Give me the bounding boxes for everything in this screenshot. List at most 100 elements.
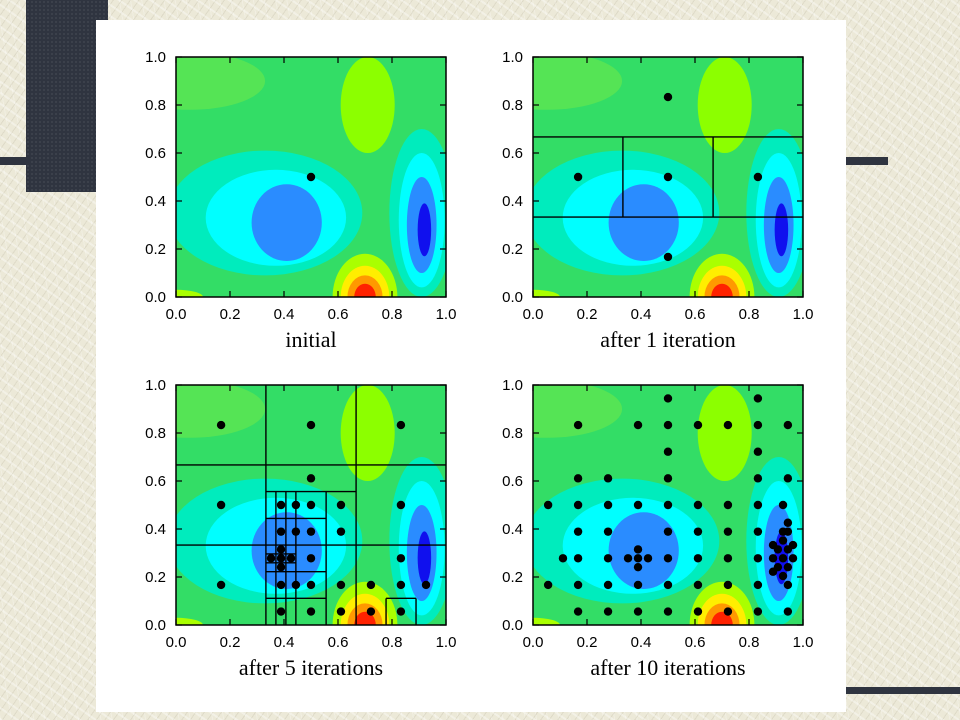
sample-point (633, 562, 643, 572)
y-tick-label: 0.6 (145, 473, 166, 490)
x-tick-label: 0.2 (577, 306, 598, 323)
y-tick-label: 1.0 (145, 49, 166, 66)
sample-point (336, 580, 346, 590)
sample-point (768, 567, 778, 576)
sample-point (306, 527, 316, 536)
footer-rule (846, 687, 960, 694)
sample-point (693, 554, 703, 563)
sample-point (723, 554, 733, 563)
x-tick-label: 1.0 (436, 634, 457, 651)
sample-point (276, 500, 286, 510)
sample-point (603, 554, 613, 563)
sample-point (783, 607, 793, 616)
x-tick-label: 1.0 (436, 306, 457, 323)
title-rule-right (846, 157, 888, 165)
sample-point (663, 580, 673, 590)
y-tick-label: 0.0 (502, 617, 523, 634)
sample-point (643, 554, 653, 563)
x-tick-label: 1.0 (793, 306, 814, 323)
sample-point (276, 562, 286, 572)
sample-point (663, 92, 673, 102)
x-tick-label: 0.2 (220, 634, 241, 651)
sample-point (753, 394, 763, 403)
x-tick-label: 0.8 (382, 306, 403, 323)
sample-point (663, 394, 673, 403)
sample-point (753, 474, 763, 483)
sample-point (663, 252, 673, 262)
sample-point (291, 500, 301, 510)
title-rule-left (0, 157, 30, 165)
y-tick-label: 1.0 (502, 377, 523, 394)
sample-point (633, 607, 643, 616)
panel-caption: after 10 iterations (590, 655, 745, 680)
contour-band (417, 203, 432, 257)
sample-point (788, 540, 798, 550)
y-tick-label: 0.2 (145, 569, 166, 586)
x-tick-label: 0.8 (739, 306, 760, 323)
sample-point (396, 420, 406, 430)
sample-point (753, 580, 763, 590)
y-tick-label: 0.8 (145, 425, 166, 442)
y-tick-label: 0.8 (145, 97, 166, 114)
sample-point (663, 474, 673, 483)
sample-point (336, 607, 346, 616)
contour-band (533, 385, 623, 438)
sample-point (723, 527, 733, 536)
contour-band (533, 617, 560, 625)
sample-point (783, 562, 793, 572)
y-tick-label: 0.8 (502, 97, 523, 114)
sample-point (633, 554, 643, 563)
sample-point (723, 580, 733, 590)
y-tick-label: 0.4 (145, 521, 166, 538)
sample-point (778, 500, 788, 510)
contour-band (251, 184, 322, 261)
x-tick-label: 0.2 (220, 306, 241, 323)
sample-point (633, 420, 643, 430)
sample-point (783, 474, 793, 483)
sample-point (573, 607, 583, 616)
sample-point (396, 554, 406, 563)
sample-point (421, 580, 431, 590)
sample-point (573, 420, 583, 430)
y-tick-label: 1.0 (502, 49, 523, 66)
sample-point (306, 474, 316, 483)
sample-point (603, 607, 613, 616)
sample-point (573, 527, 583, 536)
sample-point (306, 554, 316, 563)
sample-point (336, 500, 346, 510)
sample-point (573, 474, 583, 483)
contour-band (608, 512, 679, 589)
y-tick-label: 0.2 (502, 569, 523, 586)
sample-point (603, 474, 613, 483)
sample-point (603, 500, 613, 510)
contour-band (340, 385, 395, 481)
sample-point (783, 580, 793, 590)
sample-point (663, 554, 673, 563)
x-tick-label: 0.0 (166, 306, 187, 323)
plot-frame (532, 56, 804, 298)
contour-plot-1: 0.0 0.2 0.4 0.6 0.8 1.0 0.0 0.2 0.4 0.6 0.8 1.0 init… (145, 49, 457, 352)
contour-plot-2: 0.0 0.2 0.4 0.6 0.8 1.0 0.0 0.2 0.4 0.6 0.8 1.0 afte… (502, 49, 814, 352)
sample-point (693, 580, 703, 590)
y-tick-label: 0.4 (502, 521, 523, 538)
sample-point (266, 554, 276, 563)
sample-point (663, 607, 673, 616)
sample-point (663, 500, 673, 510)
sample-point (306, 420, 316, 430)
x-tick-label: 1.0 (793, 634, 814, 651)
sample-point (753, 527, 763, 536)
contour-band (176, 617, 203, 625)
x-tick-label: 0.8 (739, 634, 760, 651)
y-tick-label: 0.4 (145, 193, 166, 210)
figure-panel: 0.0 0.2 0.4 0.6 0.8 1.0 0.0 0.2 0.4 0.6 0.8 1.0 init… (96, 20, 846, 712)
y-tick-label: 0.2 (502, 241, 523, 258)
sample-point (603, 527, 613, 536)
sample-point (723, 500, 733, 510)
sample-point (276, 554, 286, 563)
sample-point (306, 580, 316, 590)
sample-point (396, 580, 406, 590)
y-tick-label: 0.2 (145, 241, 166, 258)
sample-point (306, 172, 316, 182)
contour-field (176, 57, 446, 297)
sample-point (306, 607, 316, 616)
